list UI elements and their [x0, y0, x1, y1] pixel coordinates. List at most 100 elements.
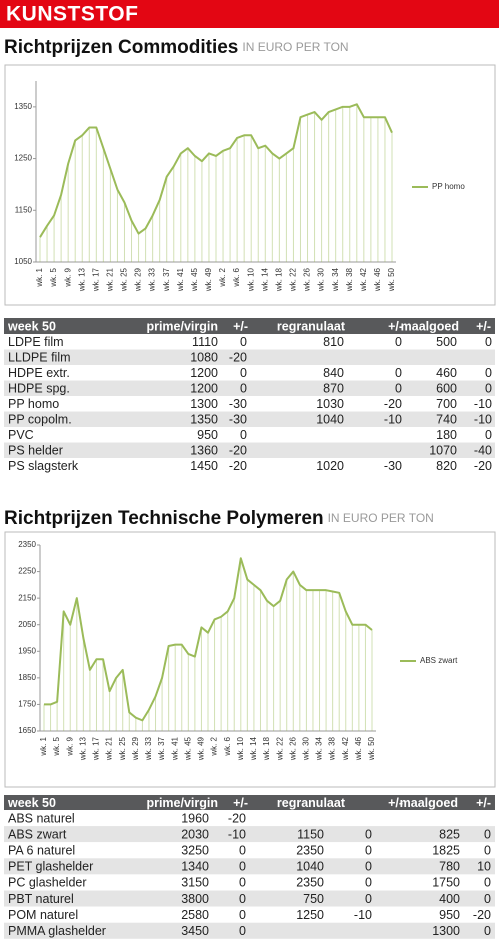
cell-value: 10 [477, 860, 491, 874]
column-header: regranulaat [277, 796, 346, 810]
cell-value: 0 [484, 844, 491, 858]
x-tick-label: wk. 38 [328, 736, 337, 761]
cell-value: 400 [439, 892, 460, 906]
column-header: prime/virgin [146, 796, 218, 810]
cell-value: -10 [354, 908, 372, 922]
cell-value: 1350 [190, 413, 218, 427]
cell-value: -20 [229, 351, 247, 365]
cell-value: 1450 [190, 459, 218, 473]
row-label: PBT naturel [8, 892, 74, 906]
row-label: POM naturel [8, 908, 78, 922]
x-tick-label: wk. 17 [91, 267, 100, 292]
x-tick-label: wk. 30 [302, 736, 311, 761]
x-tick-label: wk. 30 [317, 267, 326, 292]
header-bar [0, 0, 499, 28]
table-row [4, 442, 495, 458]
x-tick-label: wk. 38 [345, 267, 354, 292]
x-tick-label: wk. 50 [387, 267, 396, 292]
row-label: PP homo [8, 397, 59, 411]
cell-value: 2580 [181, 908, 209, 922]
table-row [4, 842, 495, 859]
x-tick-label: wk. 13 [77, 267, 86, 292]
x-tick-label: wk. 17 [92, 736, 101, 761]
column-header: prime/virgin [146, 319, 218, 333]
section-title: Richtprijzen Commodities IN EURO PER TON [4, 37, 349, 58]
cell-value: 870 [323, 382, 344, 396]
cell-value: -10 [228, 827, 246, 841]
x-tick-label: wk. 9 [63, 267, 72, 287]
x-tick-label: wk. 29 [134, 267, 143, 292]
row-label: PA 6 naturel [8, 844, 75, 858]
cell-value: -20 [384, 397, 402, 411]
cell-value: 0 [239, 844, 246, 858]
x-tick-label: wk. 10 [236, 736, 245, 761]
x-tick-label: wk. 2 [210, 736, 219, 756]
cell-value: 0 [395, 366, 402, 380]
table-row [4, 427, 495, 443]
cell-value: -10 [474, 413, 492, 427]
x-tick-label: wk. 14 [260, 267, 269, 292]
cell-value: 825 [439, 827, 460, 841]
cell-value: 750 [303, 892, 324, 906]
cell-value: 1750 [432, 876, 460, 890]
x-tick-label: wk. 18 [262, 736, 271, 761]
row-label: ABS zwart [8, 827, 67, 841]
cell-value: -40 [474, 444, 492, 458]
x-tick-label: wk. 25 [120, 267, 129, 292]
cell-value: 0 [240, 335, 247, 349]
cell-value: -20 [228, 811, 246, 825]
x-tick-label: wk. 42 [359, 267, 368, 292]
table-header [4, 795, 495, 810]
series-line [39, 103, 393, 238]
cell-value: -30 [229, 397, 247, 411]
cell-value: 1300 [432, 924, 460, 938]
x-tick-label: wk. 1 [39, 736, 48, 756]
cell-value: 0 [239, 908, 246, 922]
cell-value: 1300 [190, 397, 218, 411]
row-label: LLDPE film [8, 351, 71, 365]
cell-value: 1200 [190, 382, 218, 396]
cell-value: 1960 [181, 811, 209, 825]
cell-value: 0 [485, 382, 492, 396]
table-row [4, 810, 495, 827]
cell-value: -30 [229, 413, 247, 427]
x-tick-label: wk. 50 [367, 736, 376, 761]
cell-value: 0 [484, 924, 491, 938]
cell-value: 0 [239, 892, 246, 906]
cell-value: 2030 [181, 827, 209, 841]
cell-value: 2350 [296, 844, 324, 858]
cell-value: 3250 [181, 844, 209, 858]
header-title: KUNSTSTOF [6, 3, 138, 26]
series-line [44, 557, 373, 722]
cell-value: 0 [484, 827, 491, 841]
column-header: maalgoed [401, 319, 459, 333]
x-tick-label: wk. 41 [170, 736, 179, 761]
row-label: PS helder [8, 444, 63, 458]
cell-value: 700 [436, 397, 457, 411]
x-tick-label: wk. 22 [289, 267, 298, 292]
y-tick-label: 1050 [14, 257, 32, 266]
cell-value: 820 [436, 459, 457, 473]
cell-value: 460 [436, 366, 457, 380]
x-tick-label: wk. 49 [204, 267, 213, 292]
column-header: week 50 [7, 796, 56, 810]
x-tick-label: wk. 25 [118, 736, 127, 761]
cell-value: 500 [436, 335, 457, 349]
y-tick-label: 2150 [18, 593, 36, 602]
section-title-text: Richtprijzen Technische Polymeren [4, 508, 324, 529]
x-tick-label: wk. 26 [288, 736, 297, 761]
cell-value: 0 [395, 382, 402, 396]
column-header: +/- [388, 796, 403, 810]
cell-value: 1200 [190, 366, 218, 380]
y-tick-label: 1750 [18, 700, 36, 709]
x-tick-label: wk. 5 [52, 736, 61, 756]
cell-value: 0 [485, 335, 492, 349]
cell-value: 600 [436, 382, 457, 396]
section-title-text: Richtprijzen Commodities [4, 37, 238, 58]
y-tick-label: 1950 [18, 646, 36, 655]
cell-value: 1040 [316, 413, 344, 427]
cell-value: 0 [484, 876, 491, 890]
row-label: HDPE spg. [8, 382, 70, 396]
cell-value: 0 [239, 924, 246, 938]
cell-value: 1080 [190, 351, 218, 365]
